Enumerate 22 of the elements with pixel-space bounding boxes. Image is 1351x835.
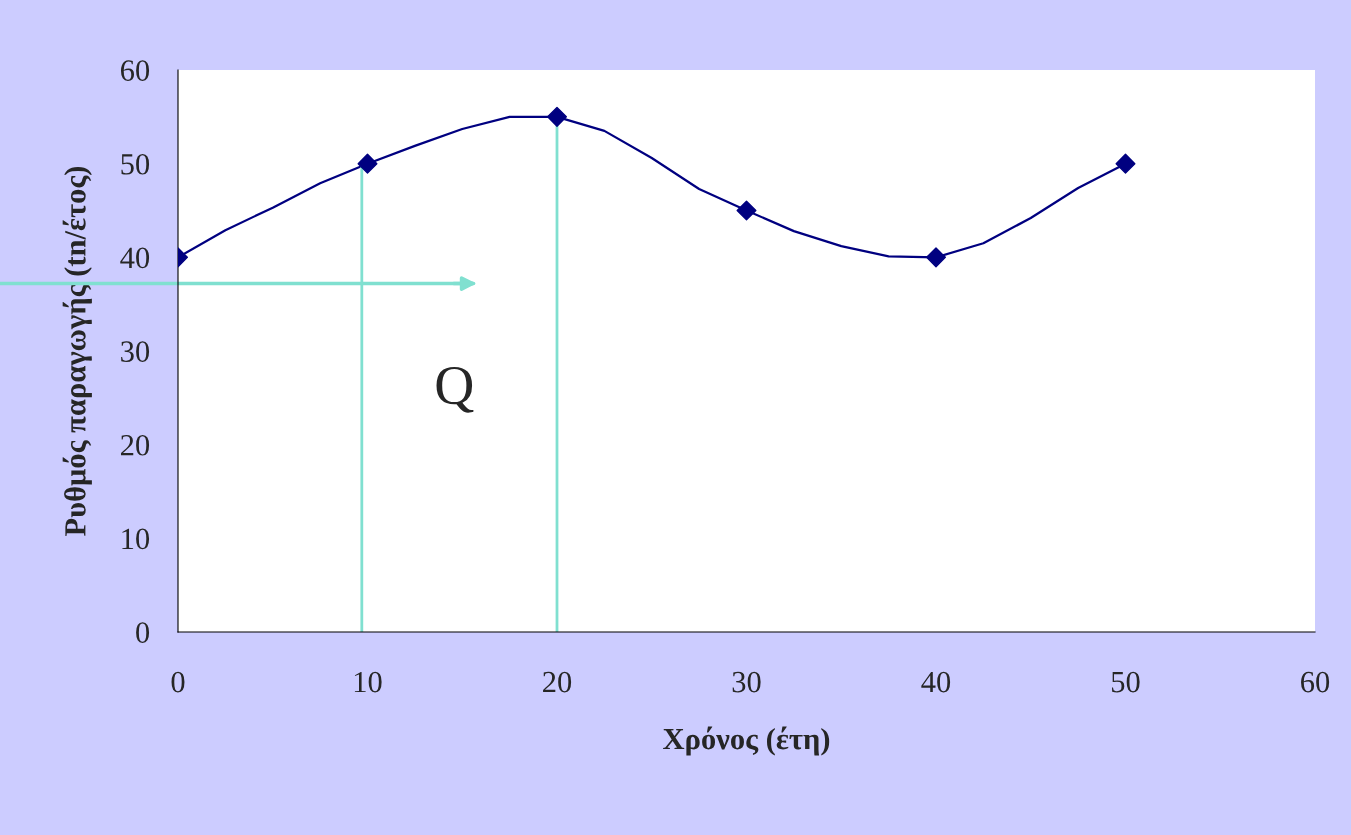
x-tick-label: 0 bbox=[171, 671, 185, 693]
annotation: Q bbox=[436, 366, 474, 413]
x-tick-label: 60 bbox=[1301, 671, 1330, 693]
y-tick-label: 10 bbox=[122, 528, 150, 550]
point bbox=[1115, 153, 1136, 174]
y-tick-label: 0 bbox=[136, 622, 150, 643]
x-tick-label: 20 bbox=[543, 671, 572, 693]
x-axis-title: Χρόνος (έτη) bbox=[663, 726, 830, 756]
y-tick-label: 60 bbox=[120, 60, 150, 81]
point bbox=[357, 153, 378, 174]
x-tick-label: 40 bbox=[921, 671, 951, 693]
point bbox=[736, 200, 757, 221]
point bbox=[925, 247, 947, 268]
point bbox=[546, 106, 568, 127]
x-tick-label: 50 bbox=[1112, 671, 1140, 693]
y-tick-label: 40 bbox=[120, 247, 150, 269]
y-axis-title: Ρυθμός παραγωγής (tn/έτος) bbox=[62, 166, 92, 536]
y-tick-label: 20 bbox=[121, 434, 150, 456]
y-tick-label: 50 bbox=[121, 153, 150, 175]
x-tick-label: 10 bbox=[354, 671, 382, 693]
y-tick-label: 30 bbox=[121, 341, 150, 362]
x-tick-label: 30 bbox=[732, 671, 761, 693]
